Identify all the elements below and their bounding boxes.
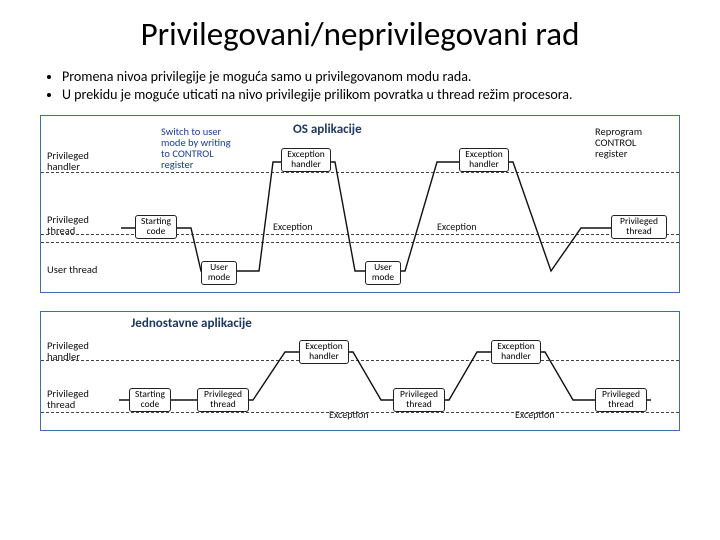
reprogram-note: ReprogramCONTROLregister: [595, 126, 642, 159]
box-starting-code: Startingcode: [129, 388, 171, 412]
box-user-mode: Usermode: [365, 261, 401, 285]
box-priv-thread: Privilegedthread: [611, 215, 667, 239]
annot-exception: Exception: [329, 408, 369, 421]
annot-exception: Exception: [515, 408, 555, 421]
figure-jednostavne: Jednostavne aplikacije Privilegedhandler…: [40, 311, 680, 431]
box-priv-thread: Privilegedthread: [595, 388, 647, 412]
bullet-item: Promena nivoa privilegije je moguća samo…: [62, 68, 680, 86]
switch-note: Switch to usermode by writingto CONTROLr…: [161, 126, 231, 170]
figure-os-aplikacije: OS aplikacije Privilegedhandler Privileg…: [40, 115, 680, 293]
box-priv-thread: Privilegedthread: [393, 388, 445, 412]
box-exception-handler: Exceptionhandler: [299, 340, 349, 364]
box-exception-handler: Exceptionhandler: [459, 148, 509, 172]
box-priv-thread: Privilegedthread: [197, 388, 249, 412]
box-user-mode: Usermode: [201, 261, 237, 285]
box-starting-code: Startingcode: [135, 215, 177, 239]
annot-exception: Exception: [273, 220, 313, 233]
bullet-item: U prekidu je moguće uticati na nivo priv…: [62, 86, 680, 104]
timing-wave-1: [41, 116, 677, 294]
annot-exception: Exception: [437, 220, 477, 233]
page-title: Privilegovani/neprivilegovani rad: [40, 14, 680, 54]
box-exception-handler: Exceptionhandler: [281, 148, 331, 172]
bullet-list: Promena nivoa privilegije je moguća samo…: [48, 68, 680, 103]
box-exception-handler: Exceptionhandler: [491, 340, 541, 364]
